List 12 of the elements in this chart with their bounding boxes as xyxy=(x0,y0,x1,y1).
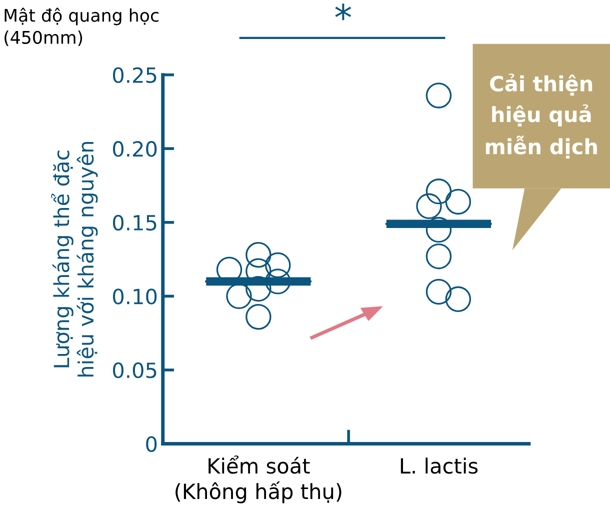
x-tick-label: L. lactis xyxy=(400,458,478,474)
x-tick-label: Kiểm soát (Không hấp thụ) xyxy=(176,456,342,504)
y-tick-label: 0.20 xyxy=(112,141,157,157)
annotation: Cải thiện hiệu quả miễn dịch xyxy=(486,74,597,159)
y-tick-label: 0 xyxy=(146,436,157,452)
y-tick-label: 0.05 xyxy=(112,362,156,378)
y-tick-label: 0.15 xyxy=(112,214,156,231)
y-tick-label: 0.25 xyxy=(112,67,156,84)
chart-subtitle: Mật độ quang học (450mm) xyxy=(4,8,158,46)
y-axis-title: Lượng kháng thể đặc hiệu với kháng nguyên xyxy=(51,142,98,376)
text: * xyxy=(335,4,352,20)
y-tick-label: 0.10 xyxy=(112,288,157,304)
